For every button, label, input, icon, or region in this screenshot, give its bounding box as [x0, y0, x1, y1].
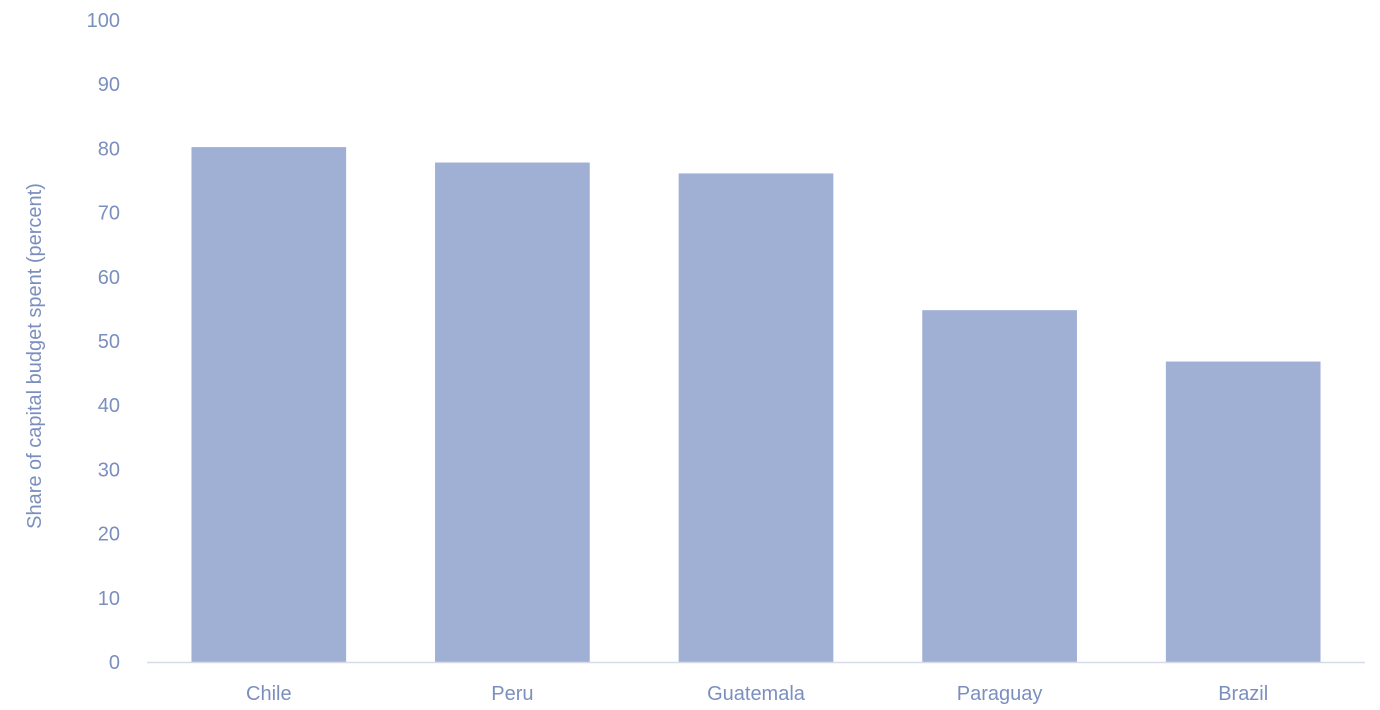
bars [191, 147, 1321, 663]
x-tick-label-peru: Peru [491, 683, 533, 705]
y-tick-label: 10 [98, 588, 120, 610]
x-tick-label-guatemala: Guatemala [707, 683, 806, 705]
x-tick-label-chile: Chile [246, 683, 292, 705]
y-tick-label: 20 [98, 524, 120, 546]
y-tick-label: 50 [98, 331, 120, 353]
y-tick-label: 0 [109, 652, 120, 674]
y-tick-label: 70 [98, 203, 120, 225]
bar-chile [191, 147, 347, 663]
y-tick-label: 40 [98, 395, 120, 417]
x-axis-ticks: Chile Peru Guatemala Paraguay Brazil [246, 683, 1268, 705]
y-tick-label: 80 [98, 138, 120, 160]
y-tick-label: 90 [98, 74, 120, 96]
y-axis-ticks: 0 10 20 30 40 50 60 70 80 90 100 [87, 10, 120, 674]
y-tick-label: 60 [98, 267, 120, 289]
bar-paraguay [922, 310, 1077, 662]
bar-guatemala [678, 173, 834, 663]
x-tick-label-brazil: Brazil [1218, 683, 1268, 705]
y-tick-label: 30 [98, 459, 120, 481]
y-axis-title: Share of capital budget spent (percent) [24, 183, 46, 529]
bar-brazil [1165, 361, 1321, 662]
x-tick-label-paraguay: Paraguay [957, 683, 1043, 705]
bar-peru [435, 162, 590, 663]
y-tick-label: 100 [87, 10, 120, 32]
